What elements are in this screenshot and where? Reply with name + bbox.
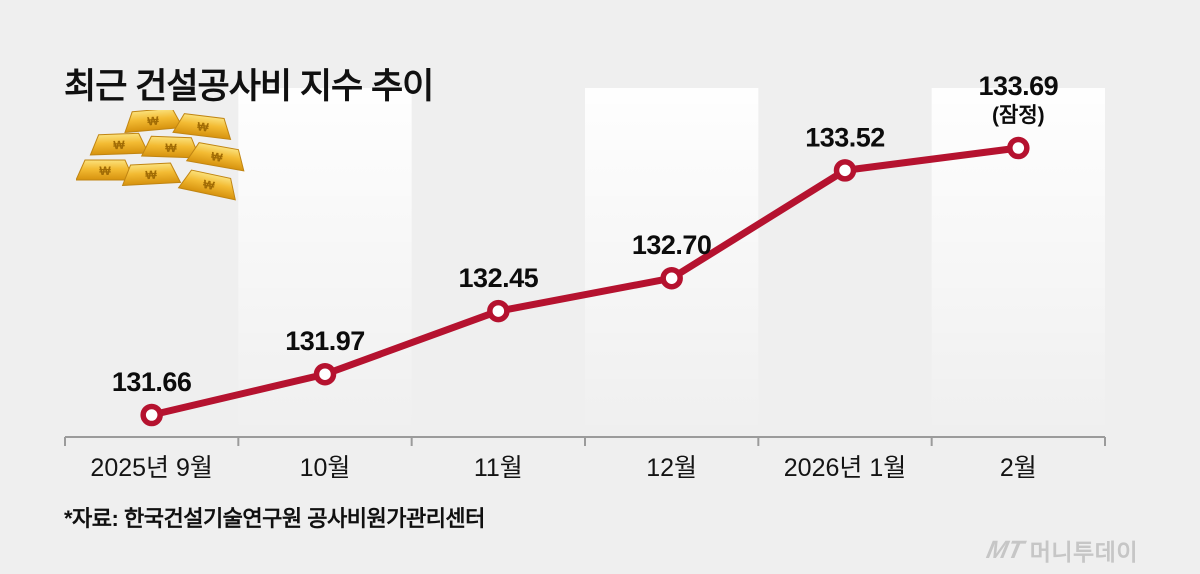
won-symbol: ₩ <box>165 141 177 155</box>
publisher-logo: MT 머니투데이 <box>984 533 1138 567</box>
value-label: 133.52 <box>805 122 885 152</box>
x-axis-label: 2025년 9월 <box>90 454 212 482</box>
value-label: 132.45 <box>459 263 539 293</box>
gold-bar <box>177 169 236 201</box>
value-label: 133.69 <box>979 71 1059 101</box>
publisher-name: 머니투데이 <box>1029 539 1138 565</box>
x-axis-label: 12월 <box>646 454 697 482</box>
chart-title: 최근 건설공사비 지수 추이 <box>64 67 434 106</box>
data-point-marker <box>313 362 337 386</box>
won-symbol: ₩ <box>147 113 160 128</box>
data-point-marker <box>140 403 163 427</box>
data-point-marker <box>1007 136 1030 160</box>
won-symbol: ₩ <box>145 168 158 183</box>
gold-bar <box>121 162 182 187</box>
value-label: 131.66 <box>112 367 192 397</box>
won-symbol: ₩ <box>210 149 224 165</box>
value-note: (잠정) <box>992 104 1045 127</box>
won-symbol: ₩ <box>113 138 125 152</box>
mt-logo-icon: MT <box>983 535 1026 564</box>
data-point-marker <box>833 159 857 182</box>
gold-bar <box>172 113 232 141</box>
gold-bars-illustration: ₩ ₩ ₩ ₩ ₩ ₩ ₩ ₩ <box>76 110 245 201</box>
x-axis-label: 10월 <box>300 454 351 482</box>
value-label: 132.70 <box>632 230 712 260</box>
won-symbol: ₩ <box>202 177 217 193</box>
data-point-marker <box>660 266 683 290</box>
x-axis-label: 2026년 1월 <box>784 454 906 482</box>
won-symbol: ₩ <box>99 164 111 178</box>
value-label: 131.97 <box>285 326 365 356</box>
won-symbol: ₩ <box>196 119 210 134</box>
data-point-marker <box>487 299 510 323</box>
x-axis-label: 11월 <box>474 454 523 482</box>
source-note: *자료: 한국건설기술연구원 공사비원가관리센터 <box>64 506 485 531</box>
gold-bar <box>185 142 245 172</box>
trend-line <box>148 144 1022 419</box>
column-stripe <box>585 88 759 437</box>
x-axis-label: 2월 <box>1000 454 1037 482</box>
